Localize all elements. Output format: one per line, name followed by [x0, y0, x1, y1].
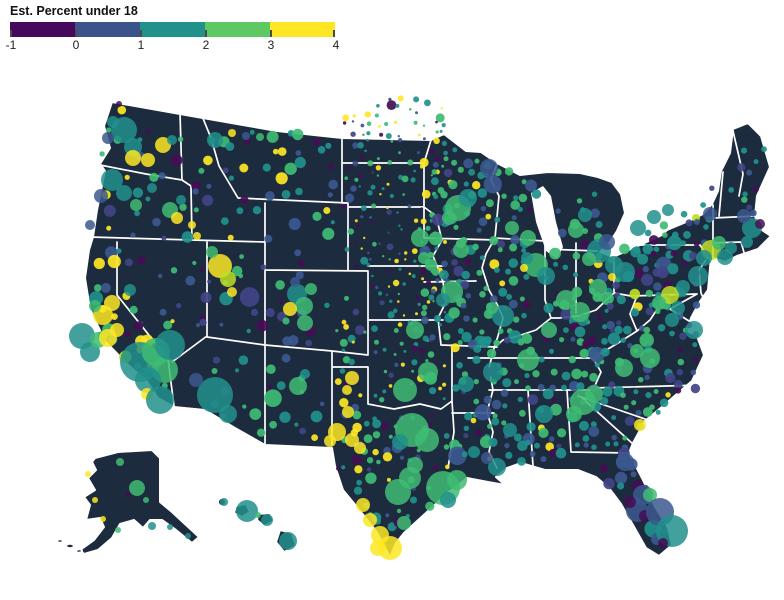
legend-tick-label: 3: [267, 38, 275, 52]
aleutian-islands: [56, 538, 83, 554]
legend-tick: [140, 30, 142, 37]
legend-tick: [205, 30, 207, 37]
legend-tick-label: 1: [137, 38, 145, 52]
legend-segment: [140, 22, 205, 37]
lower48-silhouette: [84, 101, 772, 558]
legend-title: Est. Percent under 18: [10, 4, 138, 18]
legend-tick: [270, 30, 272, 37]
legend-segment: [10, 22, 75, 37]
lake-michigan: [531, 186, 563, 259]
legend-color-bar: [10, 22, 335, 37]
legend-tick: [10, 30, 12, 37]
legend-segment: [270, 22, 335, 37]
legend-tick-row: -1 0 1 2 3 4: [6, 30, 339, 57]
legend-segment: [75, 22, 140, 37]
legend-tick-label: -1: [5, 38, 17, 52]
legend: Est. Percent under 18 -1 0 1 2 3 4: [6, 4, 340, 57]
legend-segment: [205, 22, 270, 37]
county-dot-layer: [69, 95, 767, 560]
legend-tick-label: 0: [72, 38, 80, 52]
legend-tick-label: 4: [332, 38, 340, 52]
legend-tick: [333, 30, 335, 37]
alaska-inset: [79, 449, 200, 555]
legend-tick: [75, 30, 77, 37]
legend-tick-label: 2: [202, 38, 210, 52]
